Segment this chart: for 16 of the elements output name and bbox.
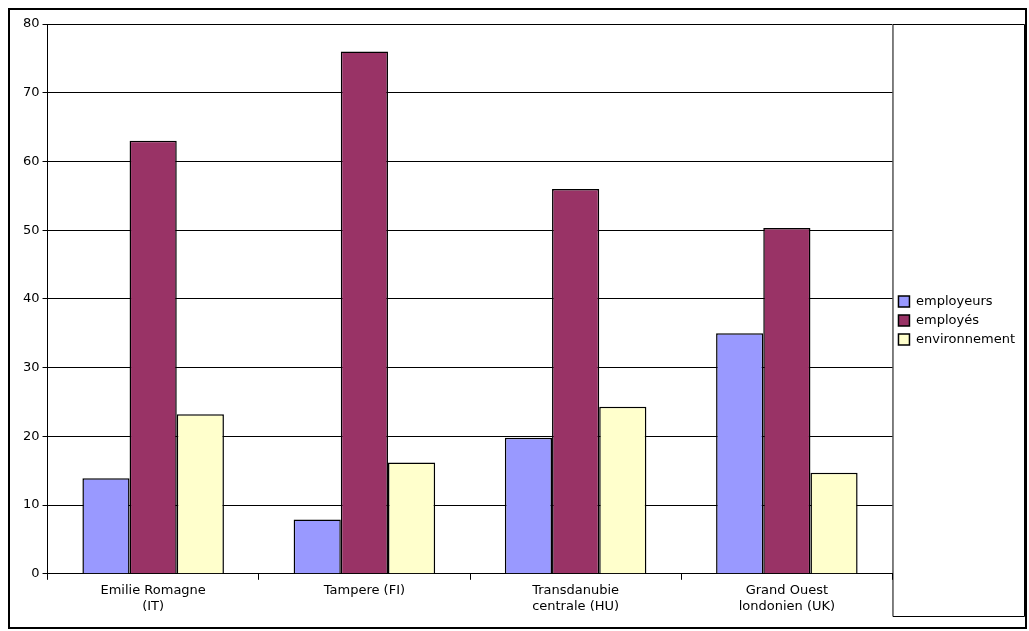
x-tick-label: Transdanubie centrale (HU) — [531, 581, 620, 613]
legend-label: employés — [915, 311, 980, 327]
y-tick-label: 70 — [23, 84, 40, 100]
x-tick-label: Grand Ouest londonien (UK) — [738, 581, 836, 613]
legend-label: environnement — [915, 330, 1015, 346]
y-tick-label: 30 — [23, 359, 40, 374]
x-tick-label: Tampere (FI) — [322, 581, 406, 597]
legend-label: employeurs — [915, 292, 993, 308]
y-tick-label: 0 — [31, 565, 40, 581]
y-tick-label: 40 — [23, 290, 40, 306]
y-tick-label: 60 — [23, 152, 40, 168]
x-tick-label: Emilie Romagne (IT) — [100, 581, 206, 613]
y-tick-label: 50 — [23, 221, 40, 237]
y-tick-label: 20 — [23, 427, 40, 443]
y-tick-label: 80 — [23, 15, 40, 31]
y-tick-label: 10 — [23, 496, 40, 512]
